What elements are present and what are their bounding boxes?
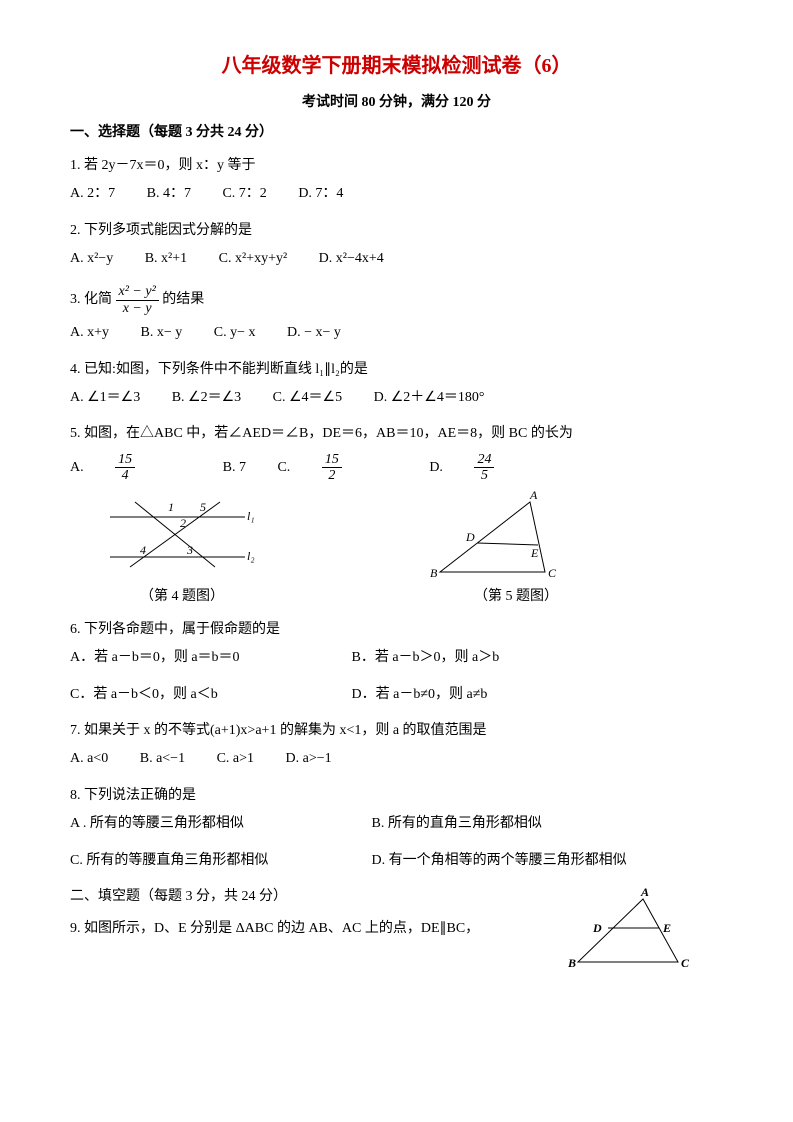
- q7-opt-d: D. a>−1: [286, 751, 332, 766]
- question-6: 6. 下列各命题中，属于假命题的是: [70, 619, 723, 641]
- q2-opt-a: A. x²−y: [70, 251, 113, 266]
- q5-a-num: 15: [115, 452, 135, 468]
- q8-options-row1: A . 所有的等腰三角形都相似 B. 所有的直角三角形都相似: [70, 813, 723, 835]
- q4-options: A. ∠1＝∠3 B. ∠2＝∠3 C. ∠4＝∠5 D. ∠2＋∠4＝180°: [70, 387, 723, 409]
- q5-d-den: 5: [474, 468, 494, 483]
- section-1-header: 一、选择题（每题 3 分共 24 分）: [70, 122, 723, 144]
- q5-d-num: 24: [474, 452, 494, 468]
- question-4: 4. 已知:如图，下列条件中不能判断直线 l₁∥l₂的是: [70, 359, 723, 381]
- q5-c-num: 15: [322, 452, 342, 468]
- q3-opt-b: B. x− y: [141, 325, 183, 340]
- question-7: 7. 如果关于 x 的不等式(a+1)x>a+1 的解集为 x<1，则 a 的取…: [70, 720, 723, 742]
- fig5-caption: （第 5 题图）: [474, 586, 558, 608]
- q5-opt-b: B. 7: [223, 460, 246, 475]
- q7-opt-a: A. a<0: [70, 751, 108, 766]
- q5-c-den: 2: [322, 468, 342, 483]
- q1-opt-a: A. 2：7: [70, 186, 115, 201]
- q7-opt-b: B. a<−1: [140, 751, 185, 766]
- q3-prefix: 3. 化简: [70, 292, 112, 307]
- fig9-label-d: D: [592, 921, 602, 935]
- q3-fraction: x² − y² x − y: [116, 284, 159, 316]
- figure-9: A B C D E: [563, 894, 693, 969]
- q6-opt-b: B．若 a－b＞0，则 a＞b: [352, 650, 500, 665]
- q6-opt-c: C．若 a－b＜0，则 a＜b: [70, 684, 320, 706]
- fig9-label-e: E: [662, 921, 671, 935]
- fig4-label-1: 1: [168, 500, 174, 514]
- fig5-label-c: C: [548, 566, 557, 580]
- q4-opt-d: D. ∠2＋∠4＝180°: [374, 390, 485, 405]
- q2-opt-d: D. x²−4x+4: [319, 251, 384, 266]
- fig5-label-b: B: [430, 566, 438, 580]
- q1-options: A. 2：7 B. 4：7 C. 7：2 D. 7：4: [70, 183, 723, 205]
- q3-options: A. x+y B. x− y C. y− x D. − x− y: [70, 322, 723, 344]
- q6-opt-a: A．若 a－b＝0，则 a＝b＝0: [70, 647, 320, 669]
- exam-info: 考试时间 80 分钟，满分 120 分: [70, 92, 723, 114]
- q6-opt-d: D．若 a－b≠0，则 a≠b: [352, 687, 488, 702]
- fig9-label-c: C: [681, 956, 690, 970]
- q4-opt-b: B. ∠2＝∠3: [172, 390, 241, 405]
- fig4-label-l1: l₁: [247, 509, 255, 523]
- q5-opt-a: A. 154: [70, 460, 195, 475]
- q5-opt-c: C. 152: [277, 460, 401, 475]
- q5-d-label: D.: [429, 460, 443, 475]
- q1-opt-b: B. 4：7: [147, 186, 191, 201]
- q4-opt-a: A. ∠1＝∠3: [70, 390, 140, 405]
- q3-num: x² − y²: [116, 284, 159, 300]
- figure-5: A B C D E: [430, 497, 560, 582]
- question-8: 8. 下列说法正确的是: [70, 785, 723, 807]
- fig5-label-d: D: [465, 530, 475, 544]
- question-3: 3. 化简 x² − y² x − y 的结果: [70, 284, 723, 316]
- q3-opt-d: D. − x− y: [287, 325, 341, 340]
- q3-den: x − y: [116, 301, 159, 316]
- q8-opt-c: C. 所有的等腰直角三角形都相似: [70, 850, 340, 872]
- q8-opt-b: B. 所有的直角三角形都相似: [372, 816, 542, 831]
- q8-options-row2: C. 所有的等腰直角三角形都相似 D. 有一个角相等的两个等腰三角形都相似: [70, 850, 723, 872]
- q7-options: A. a<0 B. a<−1 C. a>1 D. a>−1: [70, 748, 723, 770]
- q5-opt-d: D. 245: [429, 460, 550, 475]
- q7-opt-c: C. a>1: [217, 751, 254, 766]
- fig9-label-a: A: [640, 885, 649, 899]
- fig4-caption: （第 4 题图）: [140, 586, 224, 608]
- q4-opt-c: C. ∠4＝∠5: [273, 390, 342, 405]
- question-5: 5. 如图，在△ABC 中，若∠AED＝∠B，DE＝6，AB＝10，AE＝8，则…: [70, 423, 723, 445]
- q6-options-row2: C．若 a－b＜0，则 a＜b D．若 a－b≠0，则 a≠b: [70, 684, 723, 706]
- fig4-label-5: 5: [200, 500, 206, 514]
- q2-opt-b: B. x²+1: [145, 251, 187, 266]
- q1-opt-d: D. 7：4: [298, 186, 343, 201]
- fig9-label-b: B: [567, 956, 576, 970]
- question-1: 1. 若 2y－7x＝0，则 x：y 等于: [70, 155, 723, 177]
- figure-4: 1 2 3 4 5 l₁ l₂: [100, 497, 250, 572]
- fig4-label-3: 3: [186, 543, 193, 557]
- q3-opt-c: C. y− x: [214, 325, 256, 340]
- q1-opt-c: C. 7：2: [222, 186, 266, 201]
- page-title: 八年级数学下册期末模拟检测试卷（6）: [70, 50, 723, 82]
- question-2: 2. 下列多项式能因式分解的是: [70, 220, 723, 242]
- fig5-label-a: A: [529, 488, 538, 502]
- q2-options: A. x²−y B. x²+1 C. x²+xy+y² D. x²−4x+4: [70, 248, 723, 270]
- q5-c-label: C.: [277, 460, 290, 475]
- fig4-label-l2: l₂: [247, 549, 255, 563]
- q5-a-den: 4: [115, 468, 135, 483]
- q3-suffix: 的结果: [162, 292, 204, 307]
- fig4-label-4: 4: [140, 543, 146, 557]
- q6-options-row1: A．若 a－b＝0，则 a＝b＝0 B．若 a－b＞0，则 a＞b: [70, 647, 723, 669]
- q2-opt-c: C. x²+xy+y²: [219, 251, 288, 266]
- fig4-label-2: 2: [180, 516, 186, 530]
- fig5-label-e: E: [530, 546, 539, 560]
- q5-options: A. 154 B. 7 C. 152 D. 245: [70, 452, 723, 484]
- q5-a-label: A.: [70, 460, 84, 475]
- q3-opt-a: A. x+y: [70, 325, 109, 340]
- q8-opt-a: A . 所有的等腰三角形都相似: [70, 813, 340, 835]
- q8-opt-d: D. 有一个角相等的两个等腰三角形都相似: [372, 853, 627, 868]
